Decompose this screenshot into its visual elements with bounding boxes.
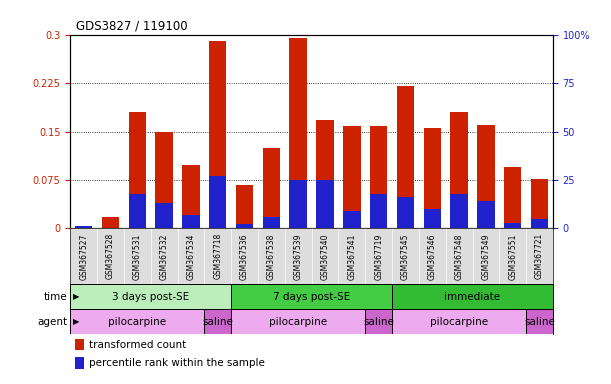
Text: GSM367527: GSM367527 — [79, 233, 88, 280]
Text: GSM367541: GSM367541 — [347, 233, 356, 280]
Bar — [263, 217, 280, 228]
Text: pilocarpine: pilocarpine — [430, 316, 488, 327]
Text: GSM367549: GSM367549 — [481, 233, 491, 280]
Text: GSM367539: GSM367539 — [294, 233, 302, 280]
Bar — [423, 128, 441, 228]
Text: time: time — [43, 291, 67, 302]
Bar — [204, 309, 231, 334]
Text: immediate: immediate — [444, 291, 500, 302]
Text: percentile rank within the sample: percentile rank within the sample — [89, 358, 265, 368]
Bar — [365, 309, 392, 334]
Text: GSM367548: GSM367548 — [455, 233, 464, 280]
Bar — [70, 309, 204, 334]
Bar — [397, 197, 414, 228]
Bar — [155, 131, 173, 228]
Text: 3 days post-SE: 3 days post-SE — [112, 291, 189, 302]
Text: GSM367528: GSM367528 — [106, 233, 115, 280]
Text: saline: saline — [524, 316, 555, 327]
Text: transformed count: transformed count — [89, 340, 186, 350]
Text: saline: saline — [202, 316, 233, 327]
Text: pilocarpine: pilocarpine — [108, 316, 166, 327]
Bar — [370, 194, 387, 228]
Bar — [423, 209, 441, 228]
Bar — [209, 176, 227, 228]
Bar — [231, 309, 365, 334]
Bar — [450, 112, 468, 228]
Bar — [75, 357, 84, 369]
Bar — [128, 194, 146, 228]
Bar — [102, 227, 119, 228]
Bar — [70, 284, 231, 309]
Text: GSM367536: GSM367536 — [240, 233, 249, 280]
Text: GSM367532: GSM367532 — [159, 233, 169, 280]
Bar — [531, 179, 548, 228]
Bar — [102, 217, 119, 228]
Text: GSM367534: GSM367534 — [186, 233, 196, 280]
Text: saline: saline — [363, 316, 394, 327]
Bar — [182, 215, 200, 228]
Text: pilocarpine: pilocarpine — [269, 316, 327, 327]
Bar — [397, 86, 414, 228]
Bar — [231, 284, 392, 309]
Text: GDS3827 / 119100: GDS3827 / 119100 — [76, 20, 188, 33]
Text: ▶: ▶ — [73, 317, 80, 326]
Text: GSM367719: GSM367719 — [374, 233, 383, 280]
Text: agent: agent — [37, 316, 67, 327]
Text: GSM367551: GSM367551 — [508, 233, 518, 280]
Bar — [75, 227, 92, 228]
Bar — [316, 120, 334, 228]
Bar — [263, 148, 280, 228]
Bar — [155, 203, 173, 228]
Text: GSM367531: GSM367531 — [133, 233, 142, 280]
Bar — [392, 284, 553, 309]
Bar — [504, 223, 521, 228]
Text: GSM367721: GSM367721 — [535, 233, 544, 280]
Text: GSM367545: GSM367545 — [401, 233, 410, 280]
Text: GSM367540: GSM367540 — [321, 233, 329, 280]
Bar — [392, 309, 526, 334]
Bar — [128, 112, 146, 228]
Bar — [290, 38, 307, 228]
Bar — [75, 339, 84, 350]
Bar — [182, 165, 200, 228]
Bar — [531, 219, 548, 228]
Bar — [236, 185, 254, 228]
Bar — [209, 41, 227, 228]
Bar — [75, 225, 92, 228]
Bar — [477, 201, 495, 228]
Text: GSM367546: GSM367546 — [428, 233, 437, 280]
Text: 7 days post-SE: 7 days post-SE — [273, 291, 350, 302]
Text: ▶: ▶ — [73, 292, 80, 301]
Bar — [236, 223, 254, 228]
Bar — [450, 194, 468, 228]
Bar — [290, 180, 307, 228]
Text: GSM367718: GSM367718 — [213, 233, 222, 280]
Bar — [343, 126, 360, 228]
Bar — [477, 125, 495, 228]
Bar — [526, 309, 553, 334]
Bar — [343, 211, 360, 228]
Bar — [504, 167, 521, 228]
Bar — [370, 126, 387, 228]
Bar — [316, 180, 334, 228]
Text: GSM367538: GSM367538 — [267, 233, 276, 280]
